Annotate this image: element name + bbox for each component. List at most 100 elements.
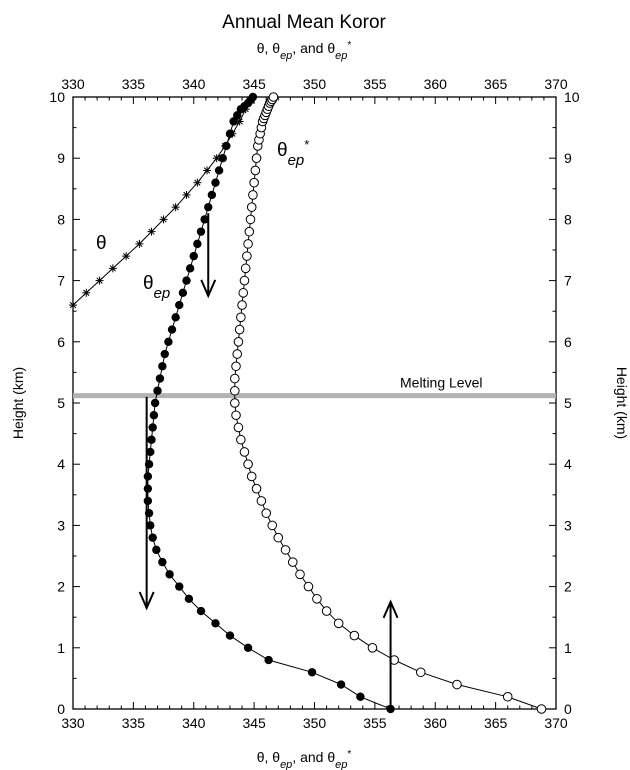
point-theta_ep_star bbox=[415, 667, 426, 678]
point-theta_ep_star bbox=[261, 508, 272, 518]
point-theta_ep_star bbox=[287, 557, 298, 567]
point-theta_ep_star bbox=[280, 545, 291, 555]
point-theta_ep bbox=[207, 190, 217, 200]
x-tick-label-bottom: 330 bbox=[61, 715, 85, 731]
y-tick-label-right: 1 bbox=[564, 640, 572, 656]
y-axis-label-left: Height (km) bbox=[10, 367, 26, 439]
point-theta_ep_star bbox=[268, 92, 279, 102]
point-theta_ep bbox=[148, 423, 157, 432]
point-theta_ep_star bbox=[243, 239, 253, 249]
point-theta_ep_star bbox=[243, 459, 253, 470]
arrow-up bbox=[382, 599, 399, 709]
point-theta bbox=[95, 276, 104, 285]
point-theta_ep bbox=[356, 692, 365, 701]
y-tick-label-left: 7 bbox=[57, 273, 65, 289]
point-theta_ep bbox=[225, 129, 235, 138]
point-theta_ep bbox=[167, 325, 177, 334]
point-theta_ep bbox=[307, 668, 317, 677]
point-theta_ep_star bbox=[242, 251, 252, 261]
x-tick-label-top: 355 bbox=[363, 76, 387, 92]
point-theta_ep bbox=[143, 472, 153, 481]
x-tick-label-top: 330 bbox=[61, 76, 85, 92]
x-axis-label-bottom: θ, θep, and θep* bbox=[257, 749, 352, 770]
point-theta_ep_star bbox=[452, 679, 462, 690]
point-theta_ep bbox=[148, 533, 157, 542]
point-theta_ep bbox=[143, 496, 153, 506]
point-theta_ep bbox=[222, 141, 231, 151]
point-theta_ep_star bbox=[236, 312, 246, 323]
y-tick-label-right: 7 bbox=[564, 273, 572, 289]
point-theta_ep bbox=[155, 374, 165, 383]
point-theta_ep_star bbox=[536, 704, 547, 714]
series-label-theta_ep_star: θep* bbox=[277, 137, 309, 169]
point-theta_ep bbox=[211, 178, 220, 187]
point-theta_ep bbox=[243, 643, 253, 652]
y-tick-label-left: 8 bbox=[57, 211, 65, 227]
point-theta_ep_star bbox=[239, 447, 250, 457]
plot-area: 3303303353353403403453453503503553553603… bbox=[49, 76, 579, 731]
point-theta_ep_star bbox=[367, 643, 378, 653]
point-theta_ep_star bbox=[251, 153, 262, 163]
point-theta bbox=[235, 117, 244, 126]
x-tick-label-top: 360 bbox=[424, 76, 448, 92]
point-theta_ep_star bbox=[295, 569, 305, 580]
point-theta_ep bbox=[146, 521, 155, 530]
point-theta bbox=[108, 264, 117, 273]
y-tick-label-right: 2 bbox=[564, 579, 572, 595]
point-theta_ep bbox=[175, 582, 184, 591]
point-theta_ep bbox=[218, 154, 227, 163]
point-theta_ep bbox=[200, 215, 209, 224]
point-theta_ep_star bbox=[244, 226, 255, 237]
melting-level-label: Melting Level bbox=[400, 375, 483, 391]
point-theta_ep bbox=[160, 349, 169, 359]
point-theta_ep bbox=[233, 111, 242, 120]
point-theta_ep_star bbox=[321, 606, 332, 616]
point-theta bbox=[203, 166, 212, 175]
x-tick-label-bottom: 360 bbox=[424, 715, 448, 731]
x-tick-label-top: 335 bbox=[122, 76, 146, 92]
y-tick-label-right: 0 bbox=[564, 701, 572, 717]
point-theta_ep bbox=[178, 288, 188, 298]
point-theta_ep_star bbox=[237, 300, 247, 310]
point-theta_ep bbox=[211, 619, 220, 628]
point-theta_ep_star bbox=[233, 337, 244, 347]
x-tick-label-top: 340 bbox=[182, 76, 206, 92]
point-theta_ep_star bbox=[246, 471, 257, 482]
series-line-theta_ep bbox=[147, 96, 391, 710]
point-theta bbox=[69, 301, 77, 310]
y-tick-label-left: 4 bbox=[57, 456, 65, 472]
point-theta_ep_star bbox=[349, 630, 360, 641]
point-theta_ep_star bbox=[248, 190, 258, 200]
point-theta_ep bbox=[184, 594, 194, 604]
y-tick-label-left: 1 bbox=[57, 640, 65, 656]
point-theta_ep bbox=[175, 300, 184, 310]
point-theta_ep_star bbox=[303, 581, 314, 592]
point-theta_ep bbox=[214, 166, 224, 175]
point-theta_ep_star bbox=[273, 532, 284, 543]
point-theta_ep_star bbox=[238, 288, 249, 298]
arrow-down bbox=[138, 396, 155, 611]
point-theta_ep bbox=[193, 239, 202, 249]
x-tick-label-bottom: 370 bbox=[544, 715, 568, 731]
point-theta_ep bbox=[164, 337, 173, 346]
point-theta_ep_star bbox=[502, 691, 513, 702]
x-tick-label-bottom: 345 bbox=[242, 715, 266, 731]
point-theta_ep bbox=[196, 606, 206, 616]
x-axis-label-top: θ, θep, and θep* bbox=[257, 40, 352, 63]
point-theta_ep bbox=[171, 313, 180, 322]
point-theta bbox=[193, 178, 202, 187]
x-tick-label-top: 345 bbox=[242, 76, 266, 92]
point-theta_ep bbox=[189, 251, 198, 261]
point-theta_ep_star bbox=[232, 349, 243, 359]
point-theta bbox=[122, 252, 131, 261]
y-tick-label-right: 4 bbox=[564, 456, 572, 472]
series-label-theta_ep: θep bbox=[143, 273, 170, 302]
point-theta_ep_star bbox=[246, 202, 257, 212]
x-tick-label-top: 370 bbox=[544, 76, 568, 92]
y-tick-label-right: 9 bbox=[564, 150, 572, 166]
plot-frame bbox=[72, 96, 557, 710]
point-theta_ep bbox=[152, 545, 161, 555]
y-tick-label-left: 6 bbox=[57, 334, 65, 350]
point-theta_ep bbox=[147, 435, 156, 444]
